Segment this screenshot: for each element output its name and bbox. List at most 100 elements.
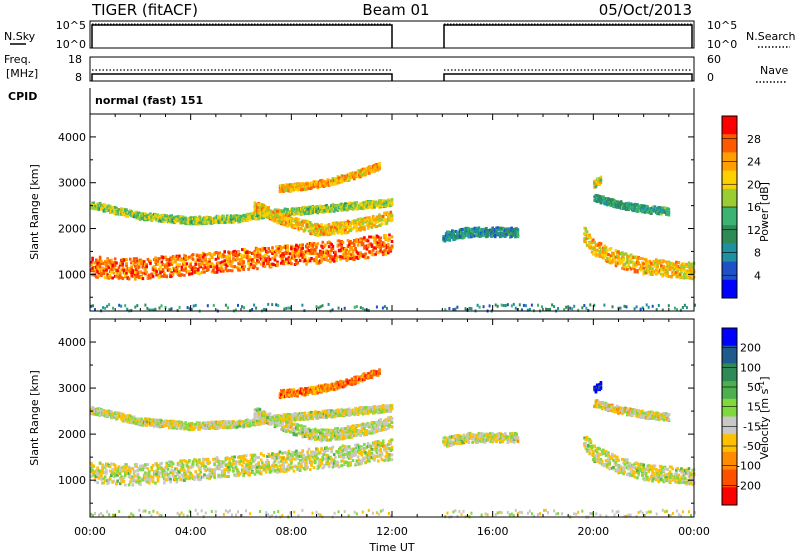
power-cell-2 [385,221,389,225]
power-cell-5 [627,263,630,267]
power-cell-0 [295,258,298,262]
power-cell-5 [682,266,686,270]
power-cell-0 [267,247,270,250]
power-cell-0 [335,258,338,262]
power-cell-0 [149,276,152,280]
power-cell-2 [273,217,277,221]
nsky-trace-2 [443,24,693,48]
power-cell-5 [675,275,678,279]
power-cell-2 [330,231,333,235]
power-cell-3 [291,183,294,187]
power-cell-5 [642,262,645,266]
power-cell-6 [646,204,649,208]
velocity-cell-0 [176,473,180,477]
power-cell-0 [242,267,245,271]
power-cell-0 [176,257,180,261]
power-ground-scatter [367,308,370,312]
power-ground-scatter [567,305,570,309]
power-cell-1 [361,203,365,207]
power-cell-0 [156,259,160,263]
power-cell-0 [93,261,97,265]
power-ground-scatter [150,308,153,312]
power-cell-3 [300,184,303,188]
power-cell-3 [378,161,381,165]
power-cell-5 [662,264,666,268]
velocity-cell-0 [141,468,145,472]
power-cell-2 [288,223,292,227]
power-cell-4 [516,228,520,232]
power-ground-scatter [287,306,290,310]
velocity-cell-0 [92,471,96,475]
velocity-cell-0 [163,469,166,473]
date-label: 05/Oct/2013 [599,1,692,19]
power-cell-4 [481,229,484,233]
power-cell-0 [341,248,345,252]
velocity-cell-0 [144,471,147,475]
power-colorbar-swatch [722,225,737,244]
power-cell-0 [264,259,268,263]
velocity-cell-0 [155,462,158,466]
power-cell-0 [188,272,191,276]
radar-title: TIGER (fitACF) [91,1,198,19]
power-cell-0 [160,260,164,264]
power-cell-0 [275,253,278,257]
velocity-cell-0 [96,472,99,476]
power-cell-0 [112,267,116,271]
velocity-cell-0 [121,469,125,473]
power-cell-0 [293,263,297,266]
power-cell-6 [638,204,642,208]
power-cell-2 [320,223,323,227]
velocity-cell-0 [184,477,187,481]
power-cell-4 [516,235,520,239]
velocity-cell-0 [175,471,179,475]
velocity-cell-0 [144,463,147,467]
power-cell-0 [268,249,272,253]
power-cell-0 [184,254,187,258]
power-cell-5 [599,242,603,246]
power-cell-6 [608,202,611,206]
power-cell-0 [107,274,111,278]
power-cell-4 [461,227,464,231]
velocity-cell-0 [147,481,151,485]
power-cell-4 [473,226,477,230]
velocity-cell-0 [180,459,184,463]
power-cell-0 [95,258,98,262]
power-cell-5 [658,261,662,265]
power-cell-1 [209,216,213,220]
velocity-cell-0 [129,480,132,484]
power-cell-0 [141,271,145,275]
power-cell-6 [594,199,598,203]
power-ground-scatter [681,306,684,309]
power-cell-0 [348,243,351,247]
power-cell-6 [643,204,647,208]
power-ground-scatter [168,308,171,312]
power-cell-2 [381,214,385,218]
power-cell-6 [619,200,623,204]
power-cell-0 [237,251,240,254]
power-cell-0 [189,263,192,267]
velocity-cell-0 [160,461,164,465]
power-ground-scatter [583,304,586,307]
power-ground-scatter [587,308,590,312]
power-cell-0 [363,244,366,248]
velocity-cell-0 [178,475,181,479]
velocity-cell-0 [181,465,185,469]
power-cell-3 [327,180,331,184]
power-cell-1 [361,201,365,205]
power-cell-0 [327,245,331,249]
power-ground-scatter [343,306,346,310]
power-cell-0 [329,256,332,260]
velocity-cell-0 [191,462,195,466]
power-cell-1 [361,207,365,211]
freq-trace-1 [91,73,393,81]
power-cell-0 [130,271,133,275]
freq-trace-2 [443,73,693,81]
power-cell-0 [203,270,206,274]
nsearch-label: N.Search [746,30,796,43]
power-cell-1 [157,215,161,219]
power-cell-0 [203,263,206,267]
power-ytick-label: 1000 [58,268,86,281]
power-cell-5 [651,267,654,271]
power-cell-0 [311,251,315,255]
power-cell-0 [325,248,328,252]
